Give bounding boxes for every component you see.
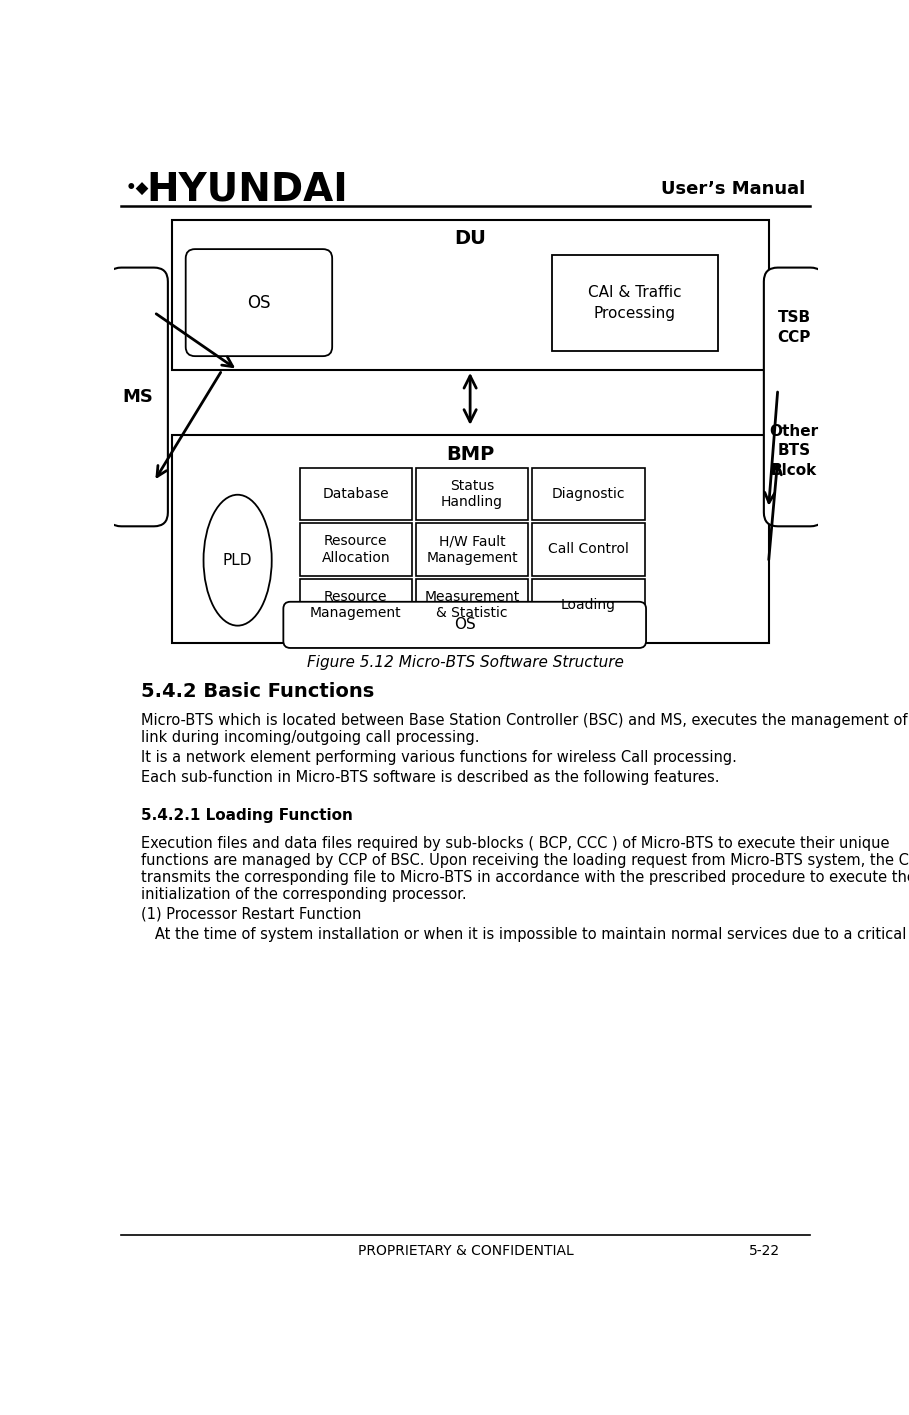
Bar (416, 579, 528, 631)
Text: Micro-BTS which is located between Base Station Controller (BSC) and MS, execute: Micro-BTS which is located between Base … (141, 713, 909, 727)
Text: H/W Fault
Management: H/W Fault Management (426, 535, 518, 565)
Bar (532, 468, 644, 521)
Bar (416, 468, 528, 521)
Text: MS: MS (122, 388, 153, 406)
Text: 5.4.2.1 Loading Function: 5.4.2.1 Loading Function (141, 808, 353, 824)
Text: Status
Handling: Status Handling (441, 478, 503, 509)
Bar (300, 468, 412, 521)
Text: Resource
Management: Resource Management (310, 590, 402, 620)
Bar (532, 579, 644, 631)
Text: Execution files and data files required by sub-blocks ( BCP, CCC ) of Micro-BTS : Execution files and data files required … (141, 836, 889, 850)
Text: transmits the corresponding file to Micro-BTS in accordance with the prescribed : transmits the corresponding file to Micr… (141, 870, 909, 884)
Text: Database: Database (323, 487, 389, 501)
Text: Measurement
& Statistic: Measurement & Statistic (425, 590, 520, 620)
Text: BMP: BMP (446, 444, 494, 464)
Text: Loading: Loading (561, 599, 615, 611)
Bar (552, 255, 718, 351)
Text: PROPRIETARY & CONFIDENTIAL: PROPRIETARY & CONFIDENTIAL (357, 1244, 574, 1258)
Text: HYUNDAI: HYUNDAI (146, 170, 348, 208)
Text: DU: DU (454, 229, 486, 248)
Text: functions are managed by CCP of BSC. Upon receiving the loading request from Mic: functions are managed by CCP of BSC. Upo… (141, 853, 909, 867)
Bar (532, 524, 644, 576)
FancyBboxPatch shape (185, 249, 332, 357)
Text: Each sub-function in Micro-BTS software is described as the following features.: Each sub-function in Micro-BTS software … (141, 770, 719, 785)
Text: TSB
CCP: TSB CCP (777, 310, 811, 345)
Text: CAI & Traffic
Processing: CAI & Traffic Processing (587, 284, 681, 321)
Text: (1) Processor Restart Function: (1) Processor Restart Function (141, 907, 361, 921)
Text: OS: OS (247, 294, 270, 313)
Bar (416, 524, 528, 576)
Text: It is a network element performing various functions for wireless Call processin: It is a network element performing vario… (141, 750, 736, 764)
Bar (172, 436, 768, 644)
FancyBboxPatch shape (107, 267, 168, 526)
Text: Diagnostic: Diagnostic (552, 487, 625, 501)
Text: Other
BTS
Blcok: Other BTS Blcok (770, 423, 819, 478)
Text: 5-22: 5-22 (749, 1244, 780, 1258)
Text: Resource
Allocation: Resource Allocation (322, 535, 390, 565)
Text: Call Control: Call Control (548, 542, 629, 556)
Text: link during incoming/outgoing call processing.: link during incoming/outgoing call proce… (141, 730, 479, 744)
Text: initialization of the corresponding processor.: initialization of the corresponding proc… (141, 887, 466, 901)
Text: 5.4.2 Basic Functions: 5.4.2 Basic Functions (141, 682, 374, 700)
Text: At the time of system installation or when it is impossible to maintain normal s: At the time of system installation or wh… (141, 927, 909, 942)
FancyBboxPatch shape (764, 267, 824, 526)
Text: Figure 5.12 Micro-BTS Software Structure: Figure 5.12 Micro-BTS Software Structure (307, 655, 624, 669)
Bar (172, 219, 768, 369)
Bar (300, 579, 412, 631)
Text: User’s Manual: User’s Manual (662, 180, 805, 198)
Ellipse shape (204, 495, 272, 625)
Text: OS: OS (454, 617, 475, 633)
FancyBboxPatch shape (284, 601, 646, 648)
Text: PLD: PLD (223, 553, 253, 567)
Text: •◆: •◆ (125, 180, 149, 198)
Bar (300, 524, 412, 576)
